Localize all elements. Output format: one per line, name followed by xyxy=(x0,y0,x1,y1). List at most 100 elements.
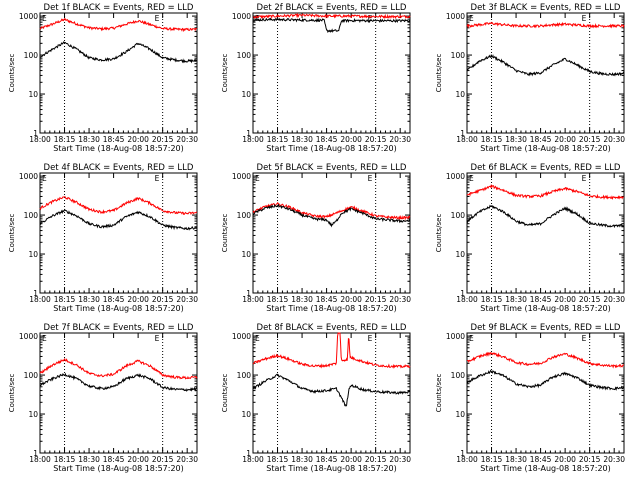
y-tick-label: 100 xyxy=(237,51,252,60)
plot-frame xyxy=(467,173,624,293)
x-axis-label: Start Time (18-Aug-08 18:57:20) xyxy=(266,464,397,473)
x-tick-label: 18:00 xyxy=(242,135,264,144)
chart-title: Det 1f BLACK = Events, RED = LLD xyxy=(44,3,194,13)
plot-frame xyxy=(40,13,197,133)
y-tick-label: 1000 xyxy=(446,12,465,21)
chart-panel-9f: Det 9f BLACK = Events, RED = LLDE E110100… xyxy=(435,323,625,473)
event-marker: E xyxy=(368,174,373,183)
plot-frame xyxy=(467,333,624,453)
x-tick-label: 20:15 xyxy=(365,455,387,464)
series-lld-line xyxy=(253,14,410,18)
chart-panel-5f: Det 5f BLACK = Events, RED = LLDE E110100… xyxy=(221,163,411,313)
x-tick-label: 18:30 xyxy=(78,455,100,464)
x-tick-label: 20:30 xyxy=(176,135,198,144)
y-tick-label: 1000 xyxy=(232,332,251,341)
event-marker: E xyxy=(469,14,474,23)
x-axis-label: Start Time (18-Aug-08 18:57:20) xyxy=(53,464,184,473)
x-tick-label: 18:15 xyxy=(481,455,503,464)
plot-frame xyxy=(253,173,410,293)
x-tick-label: 18:45 xyxy=(530,455,552,464)
event-marker: E xyxy=(42,334,47,343)
x-tick-label: 20:15 xyxy=(152,135,174,144)
chart-panel-1f: Det 1f BLACK = Events, RED = LLDE E110100… xyxy=(8,3,198,153)
series-lld-line xyxy=(467,23,624,28)
x-tick-label: 20:00 xyxy=(127,455,149,464)
x-tick-label: 20:15 xyxy=(152,295,174,304)
y-tick-label: 10 xyxy=(28,410,38,419)
event-marker: E xyxy=(42,14,47,23)
y-tick-label: 100 xyxy=(237,371,252,380)
x-tick-label: 18:00 xyxy=(29,455,51,464)
series-events-line xyxy=(467,206,624,227)
chart-title: Det 2f BLACK = Events, RED = LLD xyxy=(257,3,407,13)
series-lld-line xyxy=(40,19,197,31)
y-tick-label: 100 xyxy=(24,371,39,380)
series-events-line xyxy=(467,371,624,390)
y-tick-label: 1000 xyxy=(19,172,38,181)
y-axis-label: Counts/sec xyxy=(221,214,229,253)
event-marker: E xyxy=(42,174,47,183)
chart-title: Det 4f BLACK = Events, RED = LLD xyxy=(44,163,194,173)
x-tick-label: 18:15 xyxy=(54,135,76,144)
x-tick-label: 20:00 xyxy=(340,295,362,304)
series-events-line xyxy=(467,55,624,75)
x-axis-label: Start Time (18-Aug-08 18:57:20) xyxy=(53,304,184,313)
x-tick-label: 20:30 xyxy=(389,135,411,144)
x-axis-label: Start Time (18-Aug-08 18:57:20) xyxy=(266,304,397,313)
x-tick-label: 18:15 xyxy=(267,455,289,464)
y-tick-label: 1000 xyxy=(446,172,465,181)
x-tick-label: 18:00 xyxy=(242,295,264,304)
event-marker: E xyxy=(582,334,587,343)
event-marker: E xyxy=(255,174,260,183)
y-tick-label: 10 xyxy=(241,90,251,99)
x-tick-label: 18:00 xyxy=(456,135,478,144)
chart-panel-6f: Det 6f BLACK = Events, RED = LLDE E110100… xyxy=(435,163,625,313)
x-tick-label: 18:45 xyxy=(316,455,338,464)
x-tick-label: 20:00 xyxy=(340,455,362,464)
x-axis-label: Start Time (18-Aug-08 18:57:20) xyxy=(480,144,611,153)
x-tick-label: 20:00 xyxy=(554,455,576,464)
chart-title: Det 5f BLACK = Events, RED = LLD xyxy=(257,163,407,173)
plot-frame xyxy=(253,333,410,453)
chart-title: Det 3f BLACK = Events, RED = LLD xyxy=(471,3,621,13)
y-tick-label: 10 xyxy=(455,410,465,419)
series-lld-line xyxy=(467,353,624,367)
x-tick-label: 20:15 xyxy=(579,295,601,304)
y-tick-label: 10 xyxy=(241,250,251,259)
event-marker: E xyxy=(469,334,474,343)
x-tick-label: 20:00 xyxy=(340,135,362,144)
x-tick-label: 20:00 xyxy=(127,135,149,144)
event-marker: E xyxy=(469,174,474,183)
x-tick-label: 20:15 xyxy=(365,135,387,144)
x-axis-label: Start Time (18-Aug-08 18:57:20) xyxy=(480,304,611,313)
x-tick-label: 20:15 xyxy=(579,455,601,464)
x-tick-label: 20:30 xyxy=(176,295,198,304)
x-tick-label: 18:15 xyxy=(267,295,289,304)
x-tick-label: 18:45 xyxy=(103,135,125,144)
x-tick-label: 18:45 xyxy=(103,295,125,304)
chart-title: Det 9f BLACK = Events, RED = LLD xyxy=(471,323,621,333)
x-tick-label: 20:15 xyxy=(365,295,387,304)
y-tick-label: 100 xyxy=(24,51,39,60)
x-tick-label: 18:30 xyxy=(291,135,313,144)
series-lld-line xyxy=(253,333,410,368)
y-tick-label: 10 xyxy=(455,90,465,99)
x-tick-label: 18:15 xyxy=(481,135,503,144)
plot-frame xyxy=(40,173,197,293)
x-tick-label: 18:45 xyxy=(316,295,338,304)
event-marker: E xyxy=(155,14,160,23)
chart-title: Det 7f BLACK = Events, RED = LLD xyxy=(44,323,194,333)
y-tick-label: 1000 xyxy=(232,12,251,21)
x-tick-label: 18:00 xyxy=(29,295,51,304)
y-tick-label: 100 xyxy=(451,211,466,220)
y-tick-label: 100 xyxy=(237,211,252,220)
x-tick-label: 18:15 xyxy=(54,295,76,304)
x-tick-label: 18:30 xyxy=(291,455,313,464)
event-marker: E xyxy=(582,174,587,183)
x-tick-label: 18:30 xyxy=(78,135,100,144)
x-tick-label: 18:15 xyxy=(54,455,76,464)
x-axis-label: Start Time (18-Aug-08 18:57:20) xyxy=(266,144,397,153)
